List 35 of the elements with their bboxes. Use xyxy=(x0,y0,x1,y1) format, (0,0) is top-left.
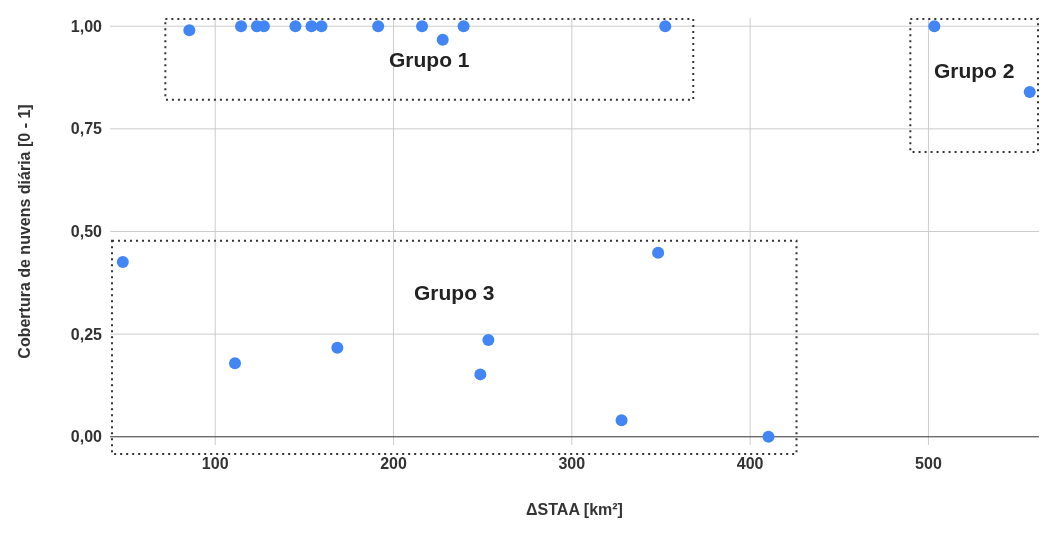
point xyxy=(183,24,196,37)
y-tick-label: 0,00 xyxy=(70,428,103,446)
x-tick-label: 200 xyxy=(380,455,407,472)
y-tick-label: 0,50 xyxy=(70,223,103,241)
point xyxy=(474,368,487,381)
annotation: Grupo 2 xyxy=(933,59,1015,83)
y-tick-label: 0,75 xyxy=(70,120,103,138)
x-tick-label: 100 xyxy=(201,455,229,472)
point xyxy=(652,246,665,259)
point xyxy=(615,414,628,427)
point xyxy=(305,20,318,33)
annotation: Grupo 1 xyxy=(389,47,470,71)
x-tick-label: 400 xyxy=(736,455,764,472)
point xyxy=(416,20,429,33)
point xyxy=(331,341,344,354)
point xyxy=(457,20,470,33)
x-tick-label: 500 xyxy=(915,455,942,472)
y-axis-title: Cobertura de nuvens diária [0 - 1] xyxy=(16,104,33,359)
y-tick-label: 1,00 xyxy=(70,17,103,35)
x-axis-title: ΔSTAA [km²] xyxy=(526,501,623,518)
y-tick-label: 0,25 xyxy=(70,325,103,343)
point xyxy=(315,20,328,33)
point xyxy=(659,20,672,33)
x-tick-label: 300 xyxy=(558,455,586,472)
point xyxy=(1023,85,1036,98)
point xyxy=(928,20,941,33)
point xyxy=(762,430,775,443)
point xyxy=(235,20,248,33)
point xyxy=(436,33,449,46)
point xyxy=(289,20,302,33)
point xyxy=(116,255,129,268)
point xyxy=(482,333,495,346)
point xyxy=(229,357,241,370)
point xyxy=(372,20,385,33)
annotation: Grupo 3 xyxy=(413,281,495,305)
